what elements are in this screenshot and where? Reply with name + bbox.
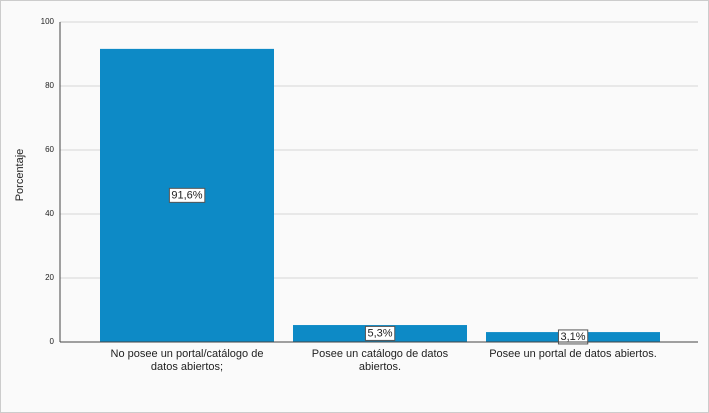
- y-axis-label: Porcentaje: [14, 149, 26, 202]
- value-label: 91,6%: [171, 189, 202, 201]
- y-tick-label: 40: [45, 209, 54, 218]
- value-label: 5,3%: [367, 327, 392, 339]
- value-label-box: [557, 329, 589, 345]
- value-label-box: [168, 187, 206, 203]
- y-tick-label: 0: [50, 337, 55, 346]
- x-tick-label: Posee un catálogo de datos abiertos.: [311, 348, 449, 373]
- x-tick-label: Posee un portal de datos abiertos.: [489, 348, 657, 360]
- y-tick-label: 60: [45, 145, 54, 154]
- y-tick-label: 100: [41, 17, 55, 26]
- value-label-box: [364, 325, 396, 341]
- x-tick-label: No posee un portal/catálogo de datos abi…: [110, 348, 264, 373]
- value-label: 3,1%: [560, 331, 585, 343]
- y-tick-label: 20: [45, 273, 54, 282]
- y-tick-label: 80: [45, 81, 54, 90]
